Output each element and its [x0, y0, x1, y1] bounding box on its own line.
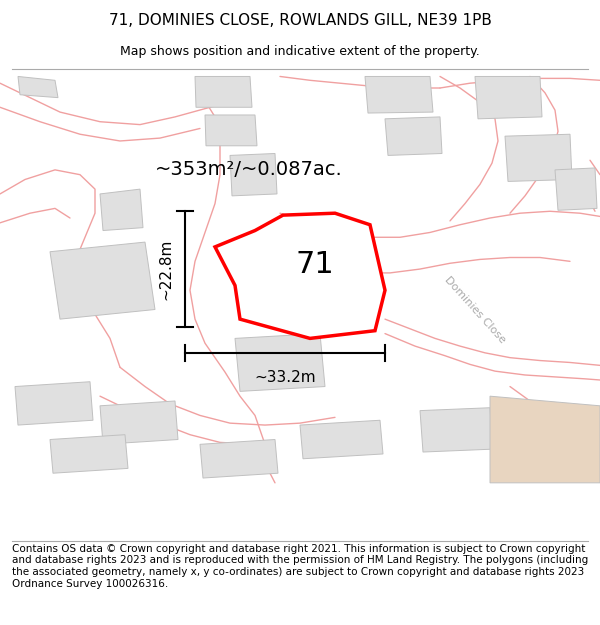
Polygon shape [15, 382, 93, 425]
Polygon shape [555, 168, 597, 210]
Polygon shape [50, 242, 155, 319]
Polygon shape [205, 115, 257, 146]
Polygon shape [100, 189, 143, 231]
Polygon shape [500, 418, 573, 459]
Polygon shape [230, 154, 277, 196]
Polygon shape [235, 334, 325, 391]
Polygon shape [200, 439, 278, 478]
Polygon shape [215, 213, 385, 338]
Polygon shape [100, 401, 178, 444]
Text: 71, DOMINIES CLOSE, ROWLANDS GILL, NE39 1PB: 71, DOMINIES CLOSE, ROWLANDS GILL, NE39 … [109, 13, 491, 28]
Text: Map shows position and indicative extent of the property.: Map shows position and indicative extent… [120, 45, 480, 58]
Polygon shape [18, 76, 58, 98]
Polygon shape [505, 134, 572, 181]
Polygon shape [50, 435, 128, 473]
Polygon shape [300, 420, 383, 459]
Text: ~33.2m: ~33.2m [254, 370, 316, 385]
Text: 71: 71 [296, 250, 335, 279]
Polygon shape [385, 117, 442, 156]
Text: Contains OS data © Crown copyright and database right 2021. This information is : Contains OS data © Crown copyright and d… [12, 544, 588, 589]
Polygon shape [475, 76, 542, 119]
Polygon shape [195, 76, 252, 108]
Polygon shape [365, 76, 433, 113]
Text: ~353m²/~0.087ac.: ~353m²/~0.087ac. [155, 161, 343, 179]
Text: ~22.8m: ~22.8m [158, 238, 173, 300]
Text: Dominies Close: Dominies Close [443, 274, 508, 345]
Polygon shape [490, 396, 600, 483]
Polygon shape [420, 408, 493, 452]
